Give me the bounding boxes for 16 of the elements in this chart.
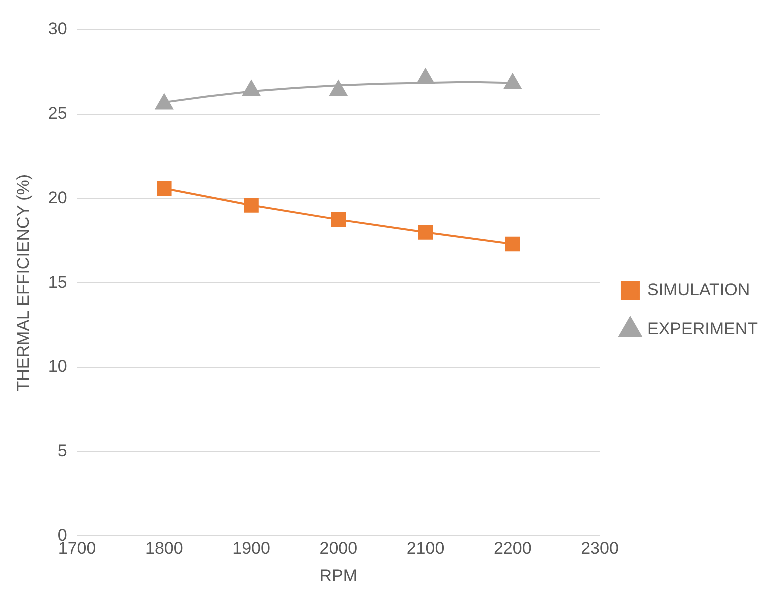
x-tick-label: 1800 — [146, 539, 184, 558]
x-tick-label: 2300 — [581, 539, 619, 558]
x-tick-label: 2200 — [494, 539, 532, 558]
y-axis-title: THERMAL EFFICIENCY (%) — [14, 174, 33, 392]
y-tick-label: 5 — [58, 442, 68, 461]
x-tick-label: 2000 — [320, 539, 358, 558]
x-tick-label: 2100 — [406, 539, 445, 558]
y-tick-label: 20 — [48, 188, 68, 208]
legend-label: EXPERIMENT — [647, 320, 758, 339]
y-tick-label: 25 — [48, 104, 68, 124]
x-axis-title: RPM — [320, 566, 358, 586]
x-tick-label: 1900 — [232, 539, 270, 558]
y-tick-label: 10 — [48, 357, 68, 376]
y-tick-label: 15 — [48, 272, 68, 292]
y-tick-label: 30 — [48, 20, 68, 39]
legend-label: SIMULATION — [647, 280, 750, 300]
